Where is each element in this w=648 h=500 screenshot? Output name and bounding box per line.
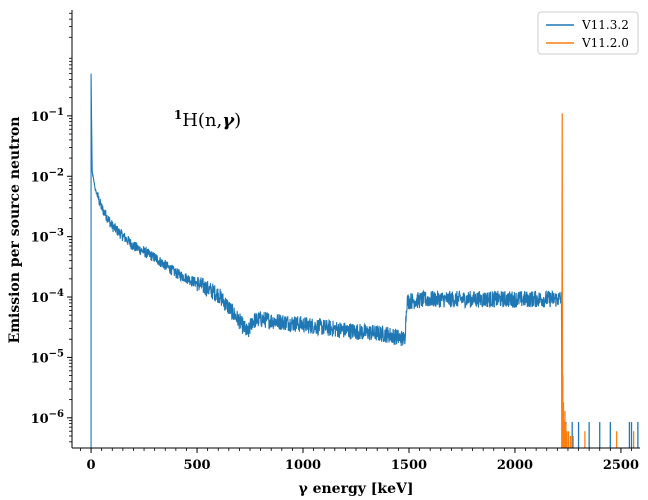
y-tick-label: 10−4 (31, 288, 64, 306)
axes (71, 10, 640, 449)
x-tick-label: 2000 (497, 458, 533, 473)
y-tick-label: 10−6 (31, 409, 64, 427)
x-tick-label: 1000 (285, 458, 321, 473)
plot-area (90, 73, 639, 448)
y-tick-label: 10−2 (31, 167, 64, 185)
x-tick-label: 500 (183, 458, 210, 473)
legend-label: V11.2.0 (581, 36, 629, 50)
x-axis-title: γ energy [keV] (298, 481, 413, 497)
x-tick-label: 0 (87, 458, 96, 473)
series-v11-3-2-line (90, 73, 563, 448)
y-axis-title: Emission per source neutron (7, 117, 23, 344)
x-tick-label: 2500 (603, 458, 639, 473)
y-tick-label: 10−1 (31, 107, 64, 125)
ticks: 0 500 1000 1500 2000 2500 10−1 10−2 10−3 10−4 10−5… (31, 12, 639, 473)
series-v11-2-0-peak (561, 113, 564, 448)
annotation-text: 1H(n,γ) (174, 108, 241, 131)
reaction-annotation: 1H(n,γ) (174, 108, 241, 131)
y-tick-label: 10−5 (31, 348, 64, 366)
legend-label: V11.3.2 (581, 18, 629, 32)
legend: V11.3.2 V11.2.0 (537, 11, 639, 55)
x-tick-label: 1500 (391, 458, 427, 473)
y-tick-label: 10−3 (31, 228, 64, 246)
